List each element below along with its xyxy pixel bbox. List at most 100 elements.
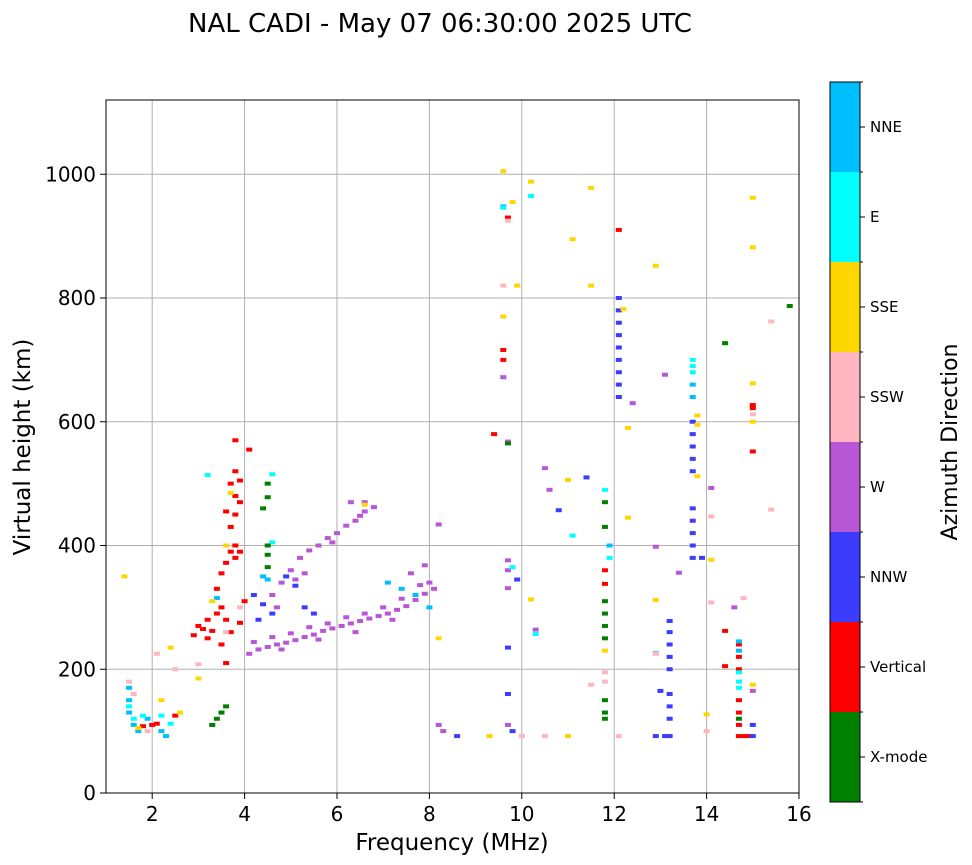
data-point bbox=[232, 469, 239, 474]
data-point bbox=[306, 625, 313, 630]
data-point bbox=[315, 637, 322, 642]
data-point bbox=[749, 419, 756, 424]
data-point bbox=[601, 679, 608, 684]
data-point bbox=[236, 549, 243, 554]
data-point bbox=[735, 698, 742, 703]
colorbar-segment bbox=[830, 712, 860, 802]
colorbar: X-mode Vertical NNW W SSW SSE E NNE bbox=[829, 81, 927, 803]
data-point bbox=[260, 602, 267, 607]
data-point bbox=[735, 670, 742, 675]
data-point bbox=[666, 667, 673, 672]
data-point bbox=[227, 524, 234, 529]
data-point bbox=[588, 283, 595, 288]
data-point bbox=[264, 495, 271, 500]
data-point bbox=[625, 515, 632, 520]
data-point bbox=[708, 557, 715, 562]
series-x-mode bbox=[209, 304, 793, 727]
data-point bbox=[126, 710, 133, 715]
data-point bbox=[722, 628, 729, 633]
data-point bbox=[264, 565, 271, 570]
data-point bbox=[264, 552, 271, 557]
data-point bbox=[606, 555, 613, 560]
data-point bbox=[403, 604, 410, 609]
data-point bbox=[504, 218, 511, 223]
data-point bbox=[601, 599, 608, 604]
data-point bbox=[394, 607, 401, 612]
data-point bbox=[204, 617, 211, 622]
data-point bbox=[320, 628, 327, 633]
data-point bbox=[407, 571, 414, 576]
data-point bbox=[370, 505, 377, 510]
data-point bbox=[431, 586, 438, 591]
data-point bbox=[213, 611, 220, 616]
data-point bbox=[735, 685, 742, 690]
data-point bbox=[615, 370, 622, 375]
data-point bbox=[735, 642, 742, 647]
data-point bbox=[250, 640, 257, 645]
data-point bbox=[361, 500, 368, 505]
x-tick-label: 2 bbox=[146, 802, 159, 826]
data-point bbox=[329, 626, 336, 631]
data-point bbox=[504, 441, 511, 446]
data-point bbox=[786, 304, 793, 309]
data-point bbox=[232, 494, 239, 498]
colorbar-tick-label: NNW bbox=[870, 568, 907, 586]
data-point bbox=[306, 548, 313, 553]
x-tick-label: 16 bbox=[786, 802, 811, 826]
data-point bbox=[749, 734, 756, 739]
data-point bbox=[209, 628, 216, 633]
data-point bbox=[352, 518, 359, 523]
data-point bbox=[232, 555, 239, 560]
data-point bbox=[749, 406, 756, 411]
x-tick-label: 14 bbox=[694, 802, 719, 826]
data-point bbox=[749, 412, 756, 417]
data-point bbox=[500, 314, 507, 319]
data-point bbox=[241, 599, 248, 604]
data-point bbox=[689, 364, 696, 369]
data-point bbox=[500, 205, 507, 210]
data-point bbox=[361, 611, 368, 616]
data-point bbox=[694, 422, 701, 427]
data-point bbox=[735, 716, 742, 721]
data-point bbox=[357, 513, 364, 518]
data-point bbox=[200, 627, 207, 632]
data-point bbox=[615, 320, 622, 325]
data-point bbox=[601, 710, 608, 715]
data-point bbox=[662, 734, 669, 739]
data-point bbox=[130, 716, 137, 721]
data-point bbox=[565, 477, 571, 482]
data-point bbox=[569, 237, 576, 242]
data-point bbox=[278, 580, 285, 585]
data-point bbox=[195, 662, 202, 667]
data-point bbox=[689, 531, 696, 536]
data-point bbox=[218, 642, 225, 647]
data-point bbox=[703, 729, 710, 734]
data-point bbox=[694, 413, 701, 418]
data-point bbox=[149, 722, 156, 727]
data-point bbox=[666, 654, 673, 659]
data-point bbox=[158, 698, 165, 703]
colorbar-tick-label: X-mode bbox=[870, 748, 927, 766]
data-point bbox=[417, 583, 424, 588]
x-tick-label: 12 bbox=[601, 802, 626, 826]
data-point bbox=[292, 638, 299, 643]
colorbar-label: Azimuth Direction bbox=[938, 343, 963, 540]
data-point bbox=[749, 449, 756, 454]
colorbar-segment bbox=[830, 442, 860, 532]
data-point bbox=[629, 401, 636, 406]
data-point bbox=[652, 651, 659, 656]
data-point bbox=[722, 664, 729, 669]
data-point bbox=[504, 645, 511, 650]
data-point bbox=[615, 333, 622, 338]
series-sse bbox=[121, 169, 756, 739]
data-point bbox=[269, 540, 276, 545]
data-point bbox=[158, 729, 165, 734]
data-point bbox=[172, 713, 179, 718]
data-point bbox=[269, 635, 276, 640]
series-nne bbox=[126, 204, 742, 739]
data-point bbox=[412, 597, 419, 602]
data-point bbox=[255, 617, 262, 622]
data-point bbox=[227, 481, 234, 486]
data-point bbox=[532, 631, 539, 636]
